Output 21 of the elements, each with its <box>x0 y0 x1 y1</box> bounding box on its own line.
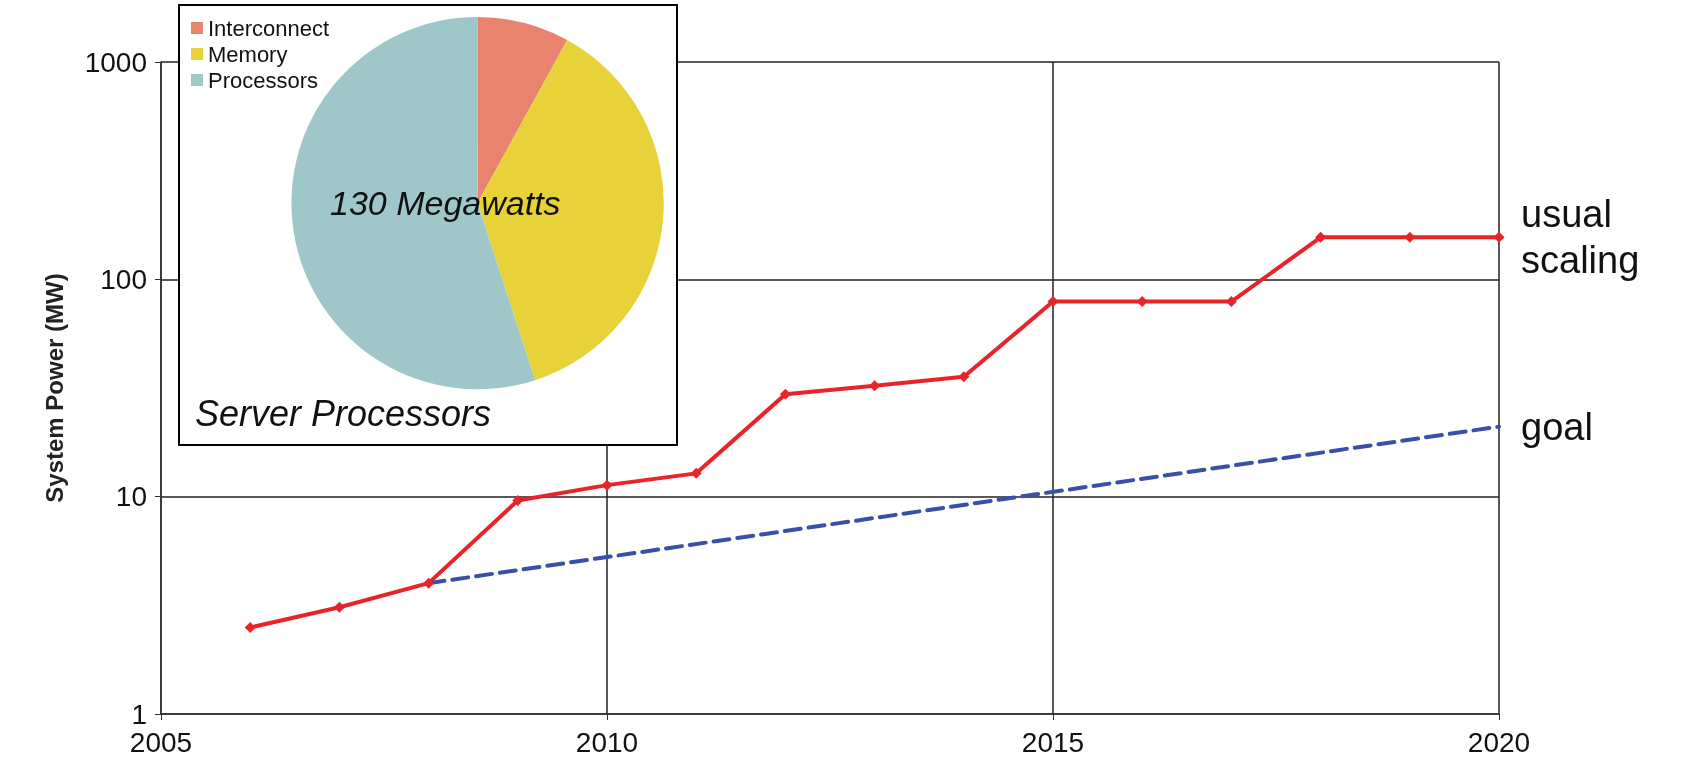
x-tick-label: 2010 <box>575 726 639 758</box>
text: Server Processors <box>195 392 492 434</box>
x-tick-label: 2015 <box>1021 726 1085 758</box>
point <box>244 622 256 634</box>
y-tick-label: 10 <box>115 481 147 513</box>
point <box>958 371 970 383</box>
point <box>512 495 524 507</box>
legend-label: Memory <box>208 41 288 67</box>
legend-label: Interconnect <box>208 15 330 41</box>
point <box>333 601 345 613</box>
series-label: usual scaling <box>1521 193 1640 282</box>
y-tick-label: 1000 <box>84 46 147 78</box>
y-tick-label: 100 <box>100 263 147 295</box>
point <box>423 577 435 589</box>
point <box>601 479 613 491</box>
point <box>779 388 791 400</box>
point <box>690 467 702 479</box>
y-axis-title: System Power (MW) <box>40 273 68 503</box>
x-tick-label: 2020 <box>1467 726 1531 758</box>
legend-label: Processors <box>208 67 319 93</box>
series-label: goal <box>1521 405 1593 448</box>
